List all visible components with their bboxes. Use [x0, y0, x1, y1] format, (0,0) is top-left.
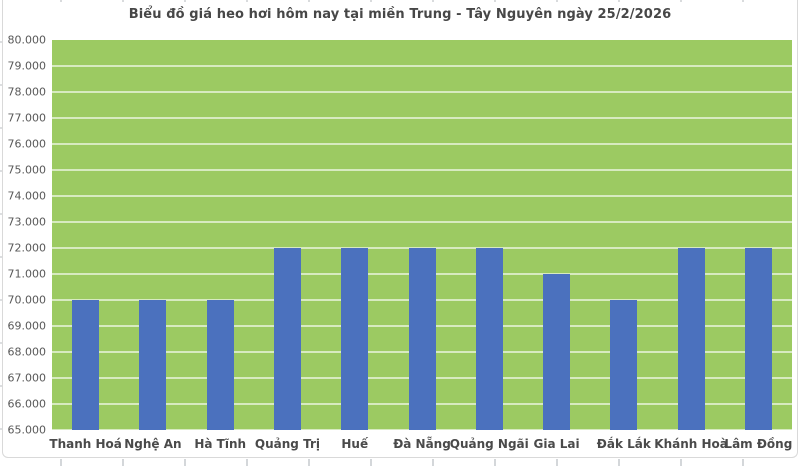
- bar-Thanh Hoá[interactable]: [72, 300, 100, 430]
- y-tick-label: 75.000: [7, 163, 47, 177]
- y-tick-label: 70.000: [7, 293, 47, 307]
- y-tick-label: 72.000: [7, 241, 47, 255]
- gridline: [52, 65, 792, 67]
- gridline: [52, 117, 792, 119]
- bar-Quảng Ngãi[interactable]: [475, 248, 503, 430]
- y-tick-label: 67.000: [7, 371, 47, 385]
- y-tick-label: 65.000: [7, 423, 47, 437]
- bar-Gia Lai[interactable]: [543, 274, 571, 430]
- x-category-label: Đắk Lắk: [596, 437, 651, 451]
- gridline: [52, 91, 792, 93]
- x-category-label: Huế: [341, 437, 369, 451]
- y-tick-label: 73.000: [7, 215, 47, 229]
- bar-Huế[interactable]: [341, 248, 369, 430]
- y-tick-label: 76.000: [7, 137, 47, 151]
- y-tick-label: 78.000: [7, 85, 47, 99]
- spreadsheet-column-gridlines-top: [0, 0, 800, 2]
- bar-Khánh Hoà[interactable]: [677, 248, 705, 430]
- x-category-label: Khánh Hoà: [654, 437, 728, 451]
- bar-Lâm Đồng[interactable]: [744, 248, 772, 430]
- x-category-label: Quảng Trị: [254, 437, 320, 451]
- plot-area: [52, 40, 792, 431]
- x-category-label: Lâm Đồng: [724, 437, 793, 451]
- x-category-label: Đà Nẵng: [393, 437, 451, 451]
- chart-container[interactable]: Biểu đồ giá heo hơi hôm nay tại miền Tru…: [2, 0, 798, 458]
- chart-title: Biểu đồ giá heo hơi hôm nay tại miền Tru…: [128, 7, 672, 22]
- spreadsheet-row-gridlines-left: [0, 0, 2, 458]
- bar-Hà Tĩnh[interactable]: [206, 300, 234, 430]
- y-tick-label: 77.000: [7, 111, 47, 125]
- y-tick-label: 79.000: [7, 59, 47, 73]
- gridline: [52, 143, 792, 145]
- y-tick-label: 68.000: [7, 345, 47, 359]
- bar-Quảng Trị[interactable]: [273, 248, 301, 430]
- bar-Đắk Lắk[interactable]: [610, 300, 638, 430]
- y-tick-label: 71.000: [7, 267, 47, 281]
- x-category-label: Thanh Hoá: [49, 437, 122, 451]
- bar-Nghệ An[interactable]: [139, 300, 167, 430]
- spreadsheet-column-gridlines-bottom: [0, 459, 800, 466]
- gridline: [52, 169, 792, 171]
- gridline: [52, 221, 792, 223]
- y-tick-label: 69.000: [7, 319, 47, 333]
- y-tick-label: 80.000: [7, 33, 47, 47]
- gridline: [52, 429, 792, 431]
- x-category-label: Nghệ An: [124, 437, 182, 451]
- x-category-label: Quảng Ngãi: [449, 437, 529, 451]
- gridline: [52, 195, 792, 197]
- y-tick-label: 66.000: [7, 397, 47, 411]
- bar-Đà Nẵng[interactable]: [408, 248, 436, 430]
- x-category-label: Gia Lai: [533, 437, 580, 451]
- y-tick-label: 74.000: [7, 189, 47, 203]
- x-category-label: Hà Tĩnh: [194, 437, 247, 451]
